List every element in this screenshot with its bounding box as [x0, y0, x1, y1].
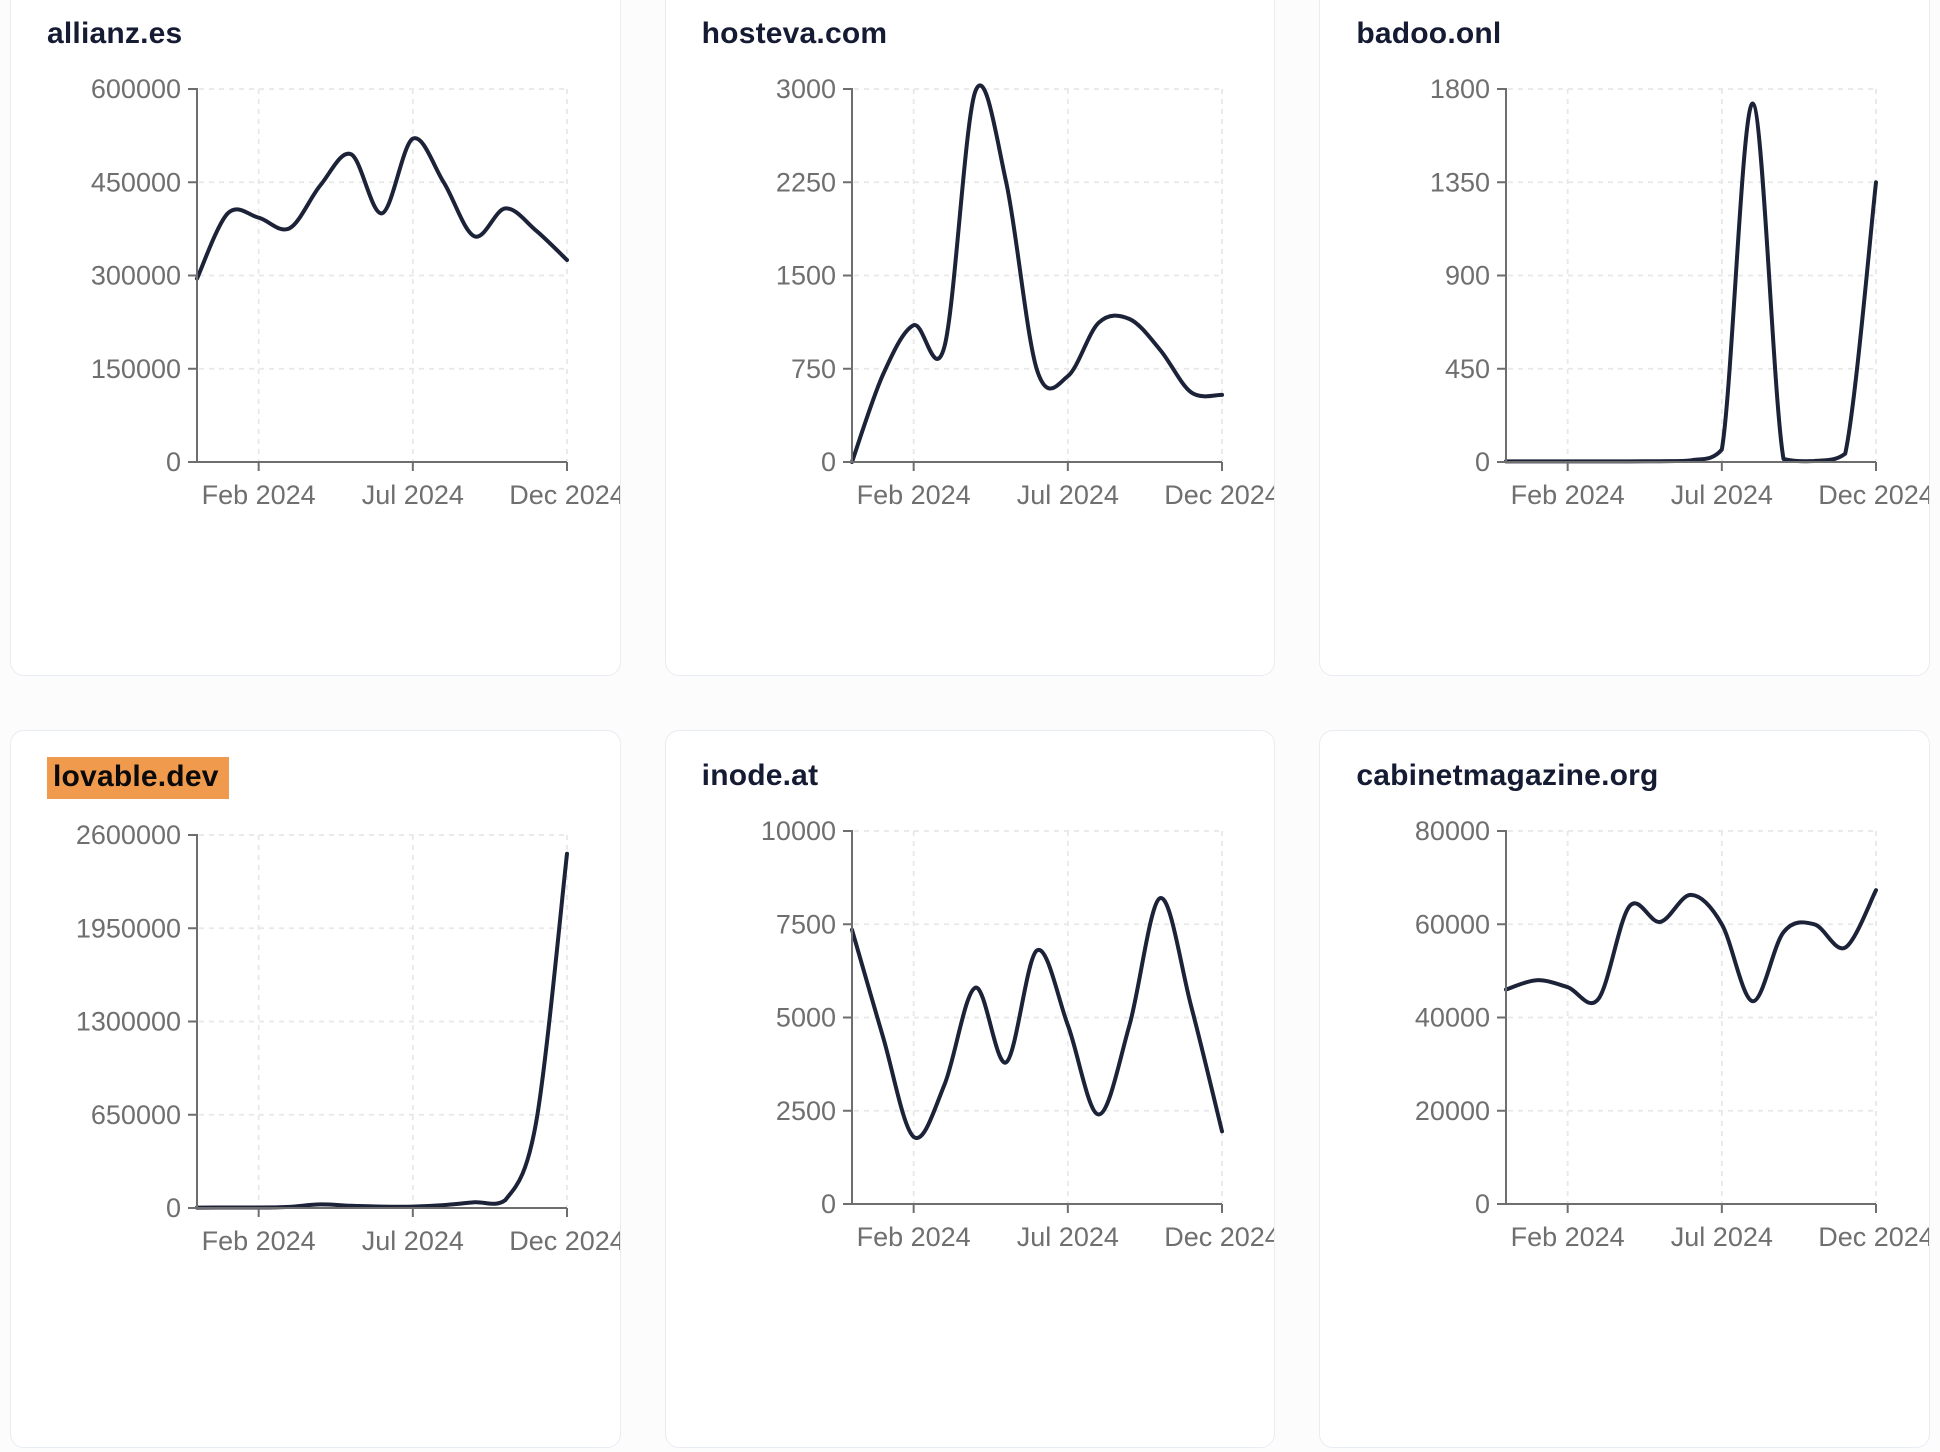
svg-text:2500: 2500 — [776, 1096, 836, 1126]
domain-card[interactable]: badoo.onl 1800 1350 900 450 0 Feb 2024 Jul 202… — [1319, 0, 1930, 676]
svg-text:Dec 2024: Dec 2024 — [509, 480, 620, 510]
svg-text:80000: 80000 — [1415, 816, 1490, 846]
svg-text:Dec 2024: Dec 2024 — [1164, 1222, 1275, 1252]
svg-text:Dec 2024: Dec 2024 — [509, 1226, 620, 1256]
svg-text:0: 0 — [166, 447, 181, 477]
traffic-chart: 1800 1350 900 450 0 Feb 2024 Jul 2024 Dec 2024 — [1430, 74, 1929, 510]
domain-title-text: lovable.dev — [47, 757, 229, 799]
domain-title: inode.at — [702, 757, 1239, 795]
svg-text:7500: 7500 — [776, 909, 836, 939]
svg-text:600000: 600000 — [91, 74, 181, 104]
domain-card[interactable]: hosteva.com 3000 2250 1500 750 0 Feb 2024 Jul … — [664, 0, 1276, 676]
svg-text:Feb 2024: Feb 2024 — [856, 1222, 970, 1252]
svg-text:0: 0 — [1475, 447, 1490, 477]
svg-text:1300000: 1300000 — [76, 1007, 181, 1037]
traffic-chart: 80000 60000 40000 20000 0 Feb 2024 Jul 2024 Dec… — [1415, 816, 1929, 1252]
domain-title: cabinetmagazine.org — [1356, 757, 1893, 795]
svg-text:0: 0 — [821, 1189, 836, 1219]
traffic-chart: 600000 450000 300000 150000 0 Feb 2024 Jul 202… — [91, 74, 620, 510]
svg-text:2600000: 2600000 — [76, 820, 181, 850]
domain-title: lovable.dev — [47, 757, 584, 799]
svg-text:750: 750 — [791, 354, 836, 384]
traffic-chart: 10000 7500 5000 2500 0 Feb 2024 Jul 2024 Dec 20… — [761, 816, 1275, 1252]
svg-text:10000: 10000 — [761, 816, 836, 846]
svg-text:Jul 2024: Jul 2024 — [1016, 480, 1118, 510]
svg-text:150000: 150000 — [91, 354, 181, 384]
domain-card[interactable]: lovable.dev 2600000 1950000 1300000 650000 0… — [10, 730, 621, 1448]
svg-text:20000: 20000 — [1415, 1096, 1490, 1126]
svg-text:60000: 60000 — [1415, 909, 1490, 939]
domain-title: allianz.es — [47, 15, 584, 53]
domain-title-text: allianz.es — [47, 17, 183, 50]
svg-text:Jul 2024: Jul 2024 — [1016, 1222, 1118, 1252]
svg-text:0: 0 — [1475, 1189, 1490, 1219]
svg-text:Dec 2024: Dec 2024 — [1819, 480, 1930, 510]
svg-text:450: 450 — [1445, 354, 1490, 384]
svg-text:2250: 2250 — [776, 167, 836, 197]
dashboard-grid: allianz.es 600000 450000 300000 150000 0 Feb … — [10, 0, 1930, 1448]
svg-text:3000: 3000 — [776, 74, 836, 104]
svg-text:Feb 2024: Feb 2024 — [856, 480, 970, 510]
svg-text:Jul 2024: Jul 2024 — [1671, 1222, 1773, 1252]
svg-text:1350: 1350 — [1430, 167, 1490, 197]
svg-text:Feb 2024: Feb 2024 — [202, 1226, 316, 1256]
svg-text:900: 900 — [1445, 261, 1490, 291]
svg-text:650000: 650000 — [91, 1100, 181, 1130]
domain-card[interactable]: cabinetmagazine.org 80000 60000 40000 20000… — [1319, 730, 1930, 1448]
svg-text:Jul 2024: Jul 2024 — [362, 1226, 464, 1256]
domain-card[interactable]: allianz.es 600000 450000 300000 150000 0 Feb … — [10, 0, 621, 676]
svg-text:300000: 300000 — [91, 261, 181, 291]
traffic-chart: 2600000 1950000 1300000 650000 0 Feb 2024 Jul … — [76, 820, 620, 1256]
domain-card[interactable]: inode.at 10000 7500 5000 2500 0 Feb 2024 Jul 2… — [664, 730, 1276, 1448]
domain-title: hosteva.com — [702, 15, 1239, 53]
svg-text:Dec 2024: Dec 2024 — [1164, 480, 1275, 510]
svg-text:Jul 2024: Jul 2024 — [362, 480, 464, 510]
svg-text:0: 0 — [821, 447, 836, 477]
domain-title-text: cabinetmagazine.org — [1356, 759, 1659, 792]
domain-title-text: inode.at — [701, 759, 819, 792]
svg-text:1500: 1500 — [776, 261, 836, 291]
svg-text:Feb 2024: Feb 2024 — [202, 480, 316, 510]
domain-title: badoo.onl — [1356, 15, 1893, 53]
domain-title-text: badoo.onl — [1356, 17, 1502, 50]
svg-text:Dec 2024: Dec 2024 — [1819, 1222, 1930, 1252]
svg-text:0: 0 — [166, 1193, 181, 1223]
svg-text:5000: 5000 — [776, 1003, 836, 1033]
svg-text:Jul 2024: Jul 2024 — [1671, 480, 1773, 510]
svg-text:40000: 40000 — [1415, 1003, 1490, 1033]
domain-title-text: hosteva.com — [701, 17, 888, 50]
svg-text:1950000: 1950000 — [76, 913, 181, 943]
traffic-chart: 3000 2250 1500 750 0 Feb 2024 Jul 2024 Dec 2024 — [776, 74, 1275, 510]
svg-text:450000: 450000 — [91, 167, 181, 197]
svg-text:Feb 2024: Feb 2024 — [1511, 480, 1625, 510]
svg-text:Feb 2024: Feb 2024 — [1511, 1222, 1625, 1252]
svg-text:1800: 1800 — [1430, 74, 1490, 104]
